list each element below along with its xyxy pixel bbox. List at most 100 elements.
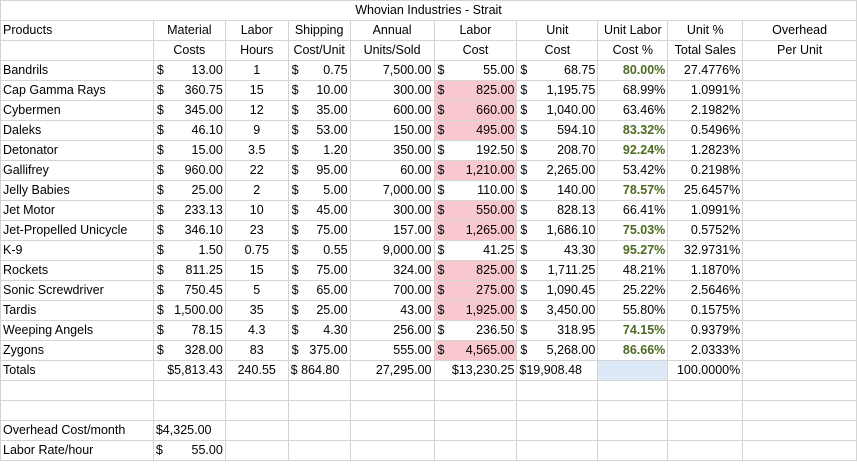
unit-cost-cell[interactable]: $5,268.00 (516, 340, 599, 361)
overhead-per-unit-cell[interactable] (742, 320, 857, 341)
overhead-per-unit-cell[interactable] (742, 280, 857, 301)
material-cost-cell[interactable]: $46.10 (152, 120, 226, 141)
annual-units-cell[interactable]: 157.00 (349, 220, 435, 241)
unit-cost-cell[interactable]: $1,686.10 (516, 220, 599, 241)
empty-cell[interactable] (433, 420, 518, 441)
empty-cell[interactable] (287, 400, 351, 421)
unit-pct-sales-cell[interactable]: 0.1575% (667, 300, 744, 321)
annual-units-cell[interactable]: 60.00 (349, 160, 435, 181)
header-cell[interactable]: Costs (152, 40, 226, 61)
empty-cell[interactable] (433, 380, 518, 401)
unit-labor-pct-cell[interactable]: 83.32% (597, 120, 669, 141)
header-cell[interactable]: Cost (516, 40, 599, 61)
header-cell[interactable]: Products (0, 20, 154, 41)
product-name-cell[interactable]: Gallifrey (0, 160, 154, 181)
product-name-cell[interactable]: Cybermen (0, 100, 154, 121)
labor-hours-cell[interactable]: 1 (224, 60, 289, 81)
product-name-cell[interactable]: Cap Gamma Rays (0, 80, 154, 101)
total-units[interactable]: 27,295.00 (349, 360, 435, 381)
empty-cell[interactable] (597, 440, 669, 461)
header-cell[interactable]: Material (152, 20, 226, 41)
unit-labor-pct-cell[interactable]: 55.80% (597, 300, 669, 321)
overhead-per-unit-cell[interactable] (742, 100, 857, 121)
header-cell[interactable]: Cost (433, 40, 518, 61)
empty-cell[interactable] (742, 440, 857, 461)
header-cell[interactable]: Overhead (742, 20, 857, 41)
product-name-cell[interactable]: Jet-Propelled Unicycle (0, 220, 154, 241)
empty-cell[interactable] (516, 400, 599, 421)
empty-cell[interactable] (433, 440, 518, 461)
empty-cell[interactable] (516, 440, 599, 461)
header-cell[interactable] (0, 40, 154, 61)
unit-labor-pct-cell[interactable]: 74.15% (597, 320, 669, 341)
total-shipping[interactable]: $ 864.80 (287, 360, 351, 381)
unit-labor-pct-cell[interactable]: 48.21% (597, 260, 669, 281)
labor-hours-cell[interactable]: 12 (224, 100, 289, 121)
unit-cost-cell[interactable]: $828.13 (516, 200, 599, 221)
labor-hours-cell[interactable]: 10 (224, 200, 289, 221)
unit-labor-pct-cell[interactable]: 92.24% (597, 140, 669, 161)
overhead-per-unit-cell[interactable] (742, 220, 857, 241)
unit-labor-pct-cell[interactable]: 78.57% (597, 180, 669, 201)
labor-cost-cell[interactable]: $495.00 (433, 120, 518, 141)
empty-cell[interactable] (742, 360, 857, 381)
total-material[interactable]: $5,813.43 (152, 360, 226, 381)
overhead-per-unit-cell[interactable] (742, 260, 857, 281)
header-cell[interactable]: Labor (433, 20, 518, 41)
unit-pct-sales-cell[interactable]: 1.1870% (667, 260, 744, 281)
total-sales-pct[interactable]: 100.0000% (667, 360, 744, 381)
product-name-cell[interactable]: Jelly Babies (0, 180, 154, 201)
overhead-per-unit-cell[interactable] (742, 200, 857, 221)
labor-cost-cell[interactable]: $1,265.00 (433, 220, 518, 241)
unit-cost-cell[interactable]: $1,040.00 (516, 100, 599, 121)
labor-cost-cell[interactable]: $825.00 (433, 80, 518, 101)
unit-pct-sales-cell[interactable]: 2.0333% (667, 340, 744, 361)
unit-pct-sales-cell[interactable]: 0.9379% (667, 320, 744, 341)
labor-rate-label[interactable]: Labor Rate/hour (0, 440, 154, 461)
empty-cell[interactable] (287, 440, 351, 461)
unit-pct-sales-cell[interactable]: 0.5752% (667, 220, 744, 241)
empty-cell[interactable] (349, 440, 435, 461)
labor-hours-cell[interactable]: 0.75 (224, 240, 289, 261)
header-cell[interactable]: Total Sales (667, 40, 744, 61)
product-name-cell[interactable]: Detonator (0, 140, 154, 161)
labor-hours-cell[interactable]: 15 (224, 260, 289, 281)
unit-cost-cell[interactable]: $68.75 (516, 60, 599, 81)
unit-pct-sales-cell[interactable]: 0.2198% (667, 160, 744, 181)
header-cell[interactable]: Unit % (667, 20, 744, 41)
labor-hours-cell[interactable]: 23 (224, 220, 289, 241)
product-name-cell[interactable]: Rockets (0, 260, 154, 281)
overhead-per-unit-cell[interactable] (742, 340, 857, 361)
empty-cell[interactable] (349, 420, 435, 441)
material-cost-cell[interactable]: $233.13 (152, 200, 226, 221)
unit-pct-sales-cell[interactable]: 27.4776% (667, 60, 744, 81)
labor-hours-cell[interactable]: 15 (224, 80, 289, 101)
labor-cost-cell[interactable]: $1,210.00 (433, 160, 518, 181)
labor-cost-cell[interactable]: $192.50 (433, 140, 518, 161)
overhead-per-unit-cell[interactable] (742, 120, 857, 141)
material-cost-cell[interactable]: $1,500.00 (152, 300, 226, 321)
shipping-cost-cell[interactable]: $10.00 (287, 80, 351, 101)
labor-hours-cell[interactable]: 2 (224, 180, 289, 201)
annual-units-cell[interactable]: 324.00 (349, 260, 435, 281)
labor-hours-cell[interactable]: 22 (224, 160, 289, 181)
shipping-cost-cell[interactable]: $65.00 (287, 280, 351, 301)
empty-cell[interactable] (597, 400, 669, 421)
annual-units-cell[interactable]: 7,500.00 (349, 60, 435, 81)
overhead-per-unit-cell[interactable] (742, 240, 857, 261)
header-cell[interactable]: Unit Labor (597, 20, 669, 41)
material-cost-cell[interactable]: $811.25 (152, 260, 226, 281)
shipping-cost-cell[interactable]: $75.00 (287, 260, 351, 281)
shipping-cost-cell[interactable]: $75.00 (287, 220, 351, 241)
total-labor-cost[interactable]: $13,230.25 (433, 360, 518, 381)
overhead-per-unit-cell[interactable] (742, 80, 857, 101)
product-name-cell[interactable]: Daleks (0, 120, 154, 141)
overhead-per-unit-cell[interactable] (742, 60, 857, 81)
unit-pct-sales-cell[interactable]: 1.0991% (667, 80, 744, 101)
shipping-cost-cell[interactable]: $4.30 (287, 320, 351, 341)
header-cell[interactable]: Shipping (287, 20, 351, 41)
annual-units-cell[interactable]: 300.00 (349, 80, 435, 101)
unit-cost-cell[interactable]: $1,090.45 (516, 280, 599, 301)
unit-pct-sales-cell[interactable]: 32.9731% (667, 240, 744, 261)
unit-labor-pct-cell[interactable]: 53.42% (597, 160, 669, 181)
